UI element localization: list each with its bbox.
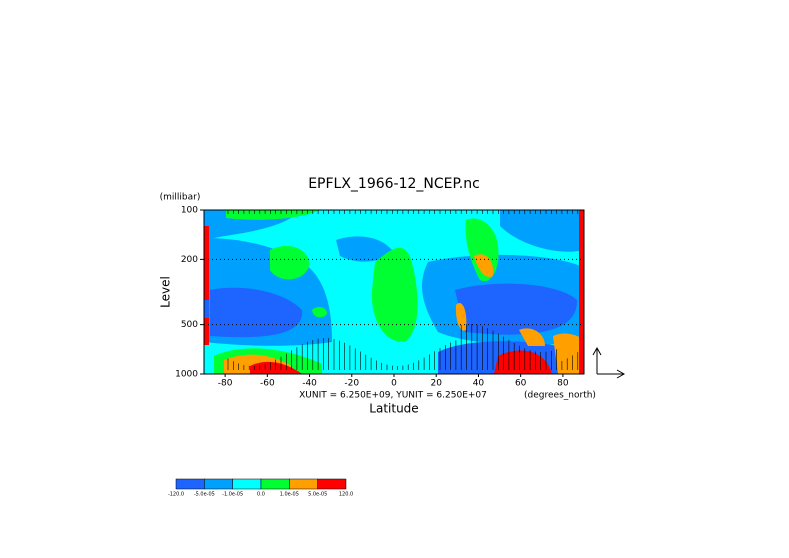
y-tick-label: 200 [181, 255, 198, 265]
colorbar-label: -1.0e-05 [222, 492, 243, 498]
colorbar-label: 1.0e-05 [280, 492, 299, 498]
contour-region [553, 333, 584, 374]
x-tick-label: -20 [344, 379, 359, 389]
colorbar-label: 5.0e-05 [308, 492, 327, 498]
colorbar-label: 120.0 [339, 492, 353, 498]
colorbar-label: -5.0e-05 [194, 492, 215, 498]
contour-region [455, 302, 467, 331]
contour-region [500, 210, 584, 252]
contour-region [336, 236, 392, 262]
colorbar-label: 0.0 [257, 492, 265, 498]
contour-region [519, 328, 545, 346]
colorbar-box [317, 478, 347, 490]
x-unit: (degrees_north) [524, 391, 596, 401]
contour-region [204, 318, 209, 345]
contour-region [474, 254, 494, 277]
x-tick-label: -80 [218, 379, 233, 389]
reference-vector [592, 346, 626, 379]
contour-region [210, 287, 303, 338]
colorbar-box [289, 478, 318, 490]
contour-region [371, 247, 418, 342]
y-tick-label: 1000 [175, 370, 198, 380]
vector-note: XUNIT = 6.250E+09, YUNIT = 6.250E+07 [299, 391, 487, 401]
x-tick-label: 0 [391, 379, 397, 389]
x-tick-label: 60 [515, 379, 527, 389]
x-tick-label: -40 [302, 379, 317, 389]
contour-region [204, 226, 209, 300]
vectors [227, 210, 579, 370]
colorbar-box [204, 478, 233, 490]
x-tick-label: -60 [260, 379, 275, 389]
y-tick-label: 100 [181, 206, 198, 216]
y-unit: (millibar) [160, 193, 201, 203]
colorbar-box [232, 478, 262, 490]
y-axis-label: Level [159, 276, 173, 308]
contour-region [494, 350, 552, 374]
contour-region [270, 245, 310, 280]
contour-field [204, 210, 584, 374]
y-tick-label: 500 [181, 320, 198, 330]
x-axis-label: Latitude [369, 402, 418, 416]
contour-region [204, 300, 209, 318]
x-tick-label: 80 [557, 379, 569, 389]
colorbar-box [175, 478, 205, 490]
contour-region [455, 283, 578, 335]
x-tick-label: 40 [473, 379, 485, 389]
colorbar-label: -120.0 [168, 492, 184, 498]
chart-title: EPFLX_1966-12_NCEP.nc [308, 176, 480, 192]
contour-region [579, 210, 584, 374]
x-tick-label: 20 [430, 379, 442, 389]
colorbar-box [260, 478, 290, 490]
contour-region [312, 307, 328, 318]
